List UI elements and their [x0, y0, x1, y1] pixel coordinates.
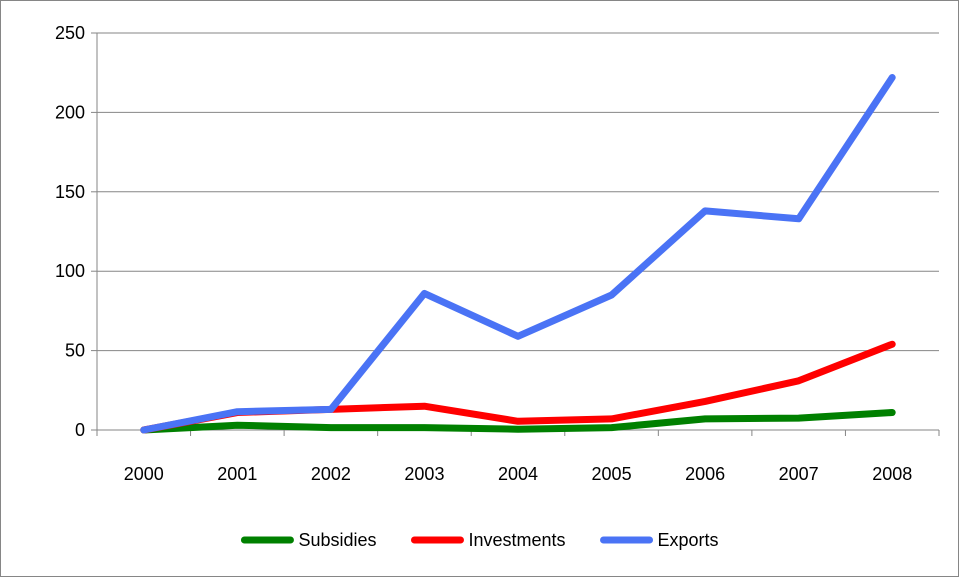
legend: Subsidies Investments Exports: [240, 530, 719, 550]
y-tick-label: 0: [75, 420, 85, 440]
x-tick-label: 2004: [498, 464, 538, 484]
legend-item-subsidies: Subsidies: [240, 530, 376, 550]
x-tick-label: 2000: [124, 464, 164, 484]
series-line-exports: [140, 74, 896, 434]
x-tick-label: 2001: [217, 464, 257, 484]
series-lines: [140, 74, 896, 434]
y-tick-label: 100: [55, 261, 85, 281]
gridlines: [97, 32, 939, 352]
legend-item-exports: Exports: [600, 530, 719, 550]
x-axis-tick-labels: 2000 2001 2002 2003 2004 2005 2006 2007 2008: [124, 464, 912, 484]
y-axis-tick-labels: 0 50 100 150 200 250: [55, 23, 85, 440]
y-tick-label: 150: [55, 182, 85, 202]
y-tick-label: 250: [55, 23, 85, 43]
y-tick-label: 200: [55, 102, 85, 122]
x-tick-label: 2005: [592, 464, 632, 484]
x-tick-label: 2006: [685, 464, 725, 484]
series-line-subsidies: [140, 409, 896, 434]
x-tick-label: 2008: [872, 464, 912, 484]
legend-label: Subsidies: [298, 530, 376, 550]
x-tick-label: 2003: [404, 464, 444, 484]
legend-item-investments: Investments: [410, 530, 566, 550]
x-tick-label: 2007: [779, 464, 819, 484]
x-tick-label: 2002: [311, 464, 351, 484]
legend-label: Investments: [468, 530, 565, 550]
y-tick-label: 50: [65, 341, 85, 361]
legend-label: Exports: [658, 530, 719, 550]
